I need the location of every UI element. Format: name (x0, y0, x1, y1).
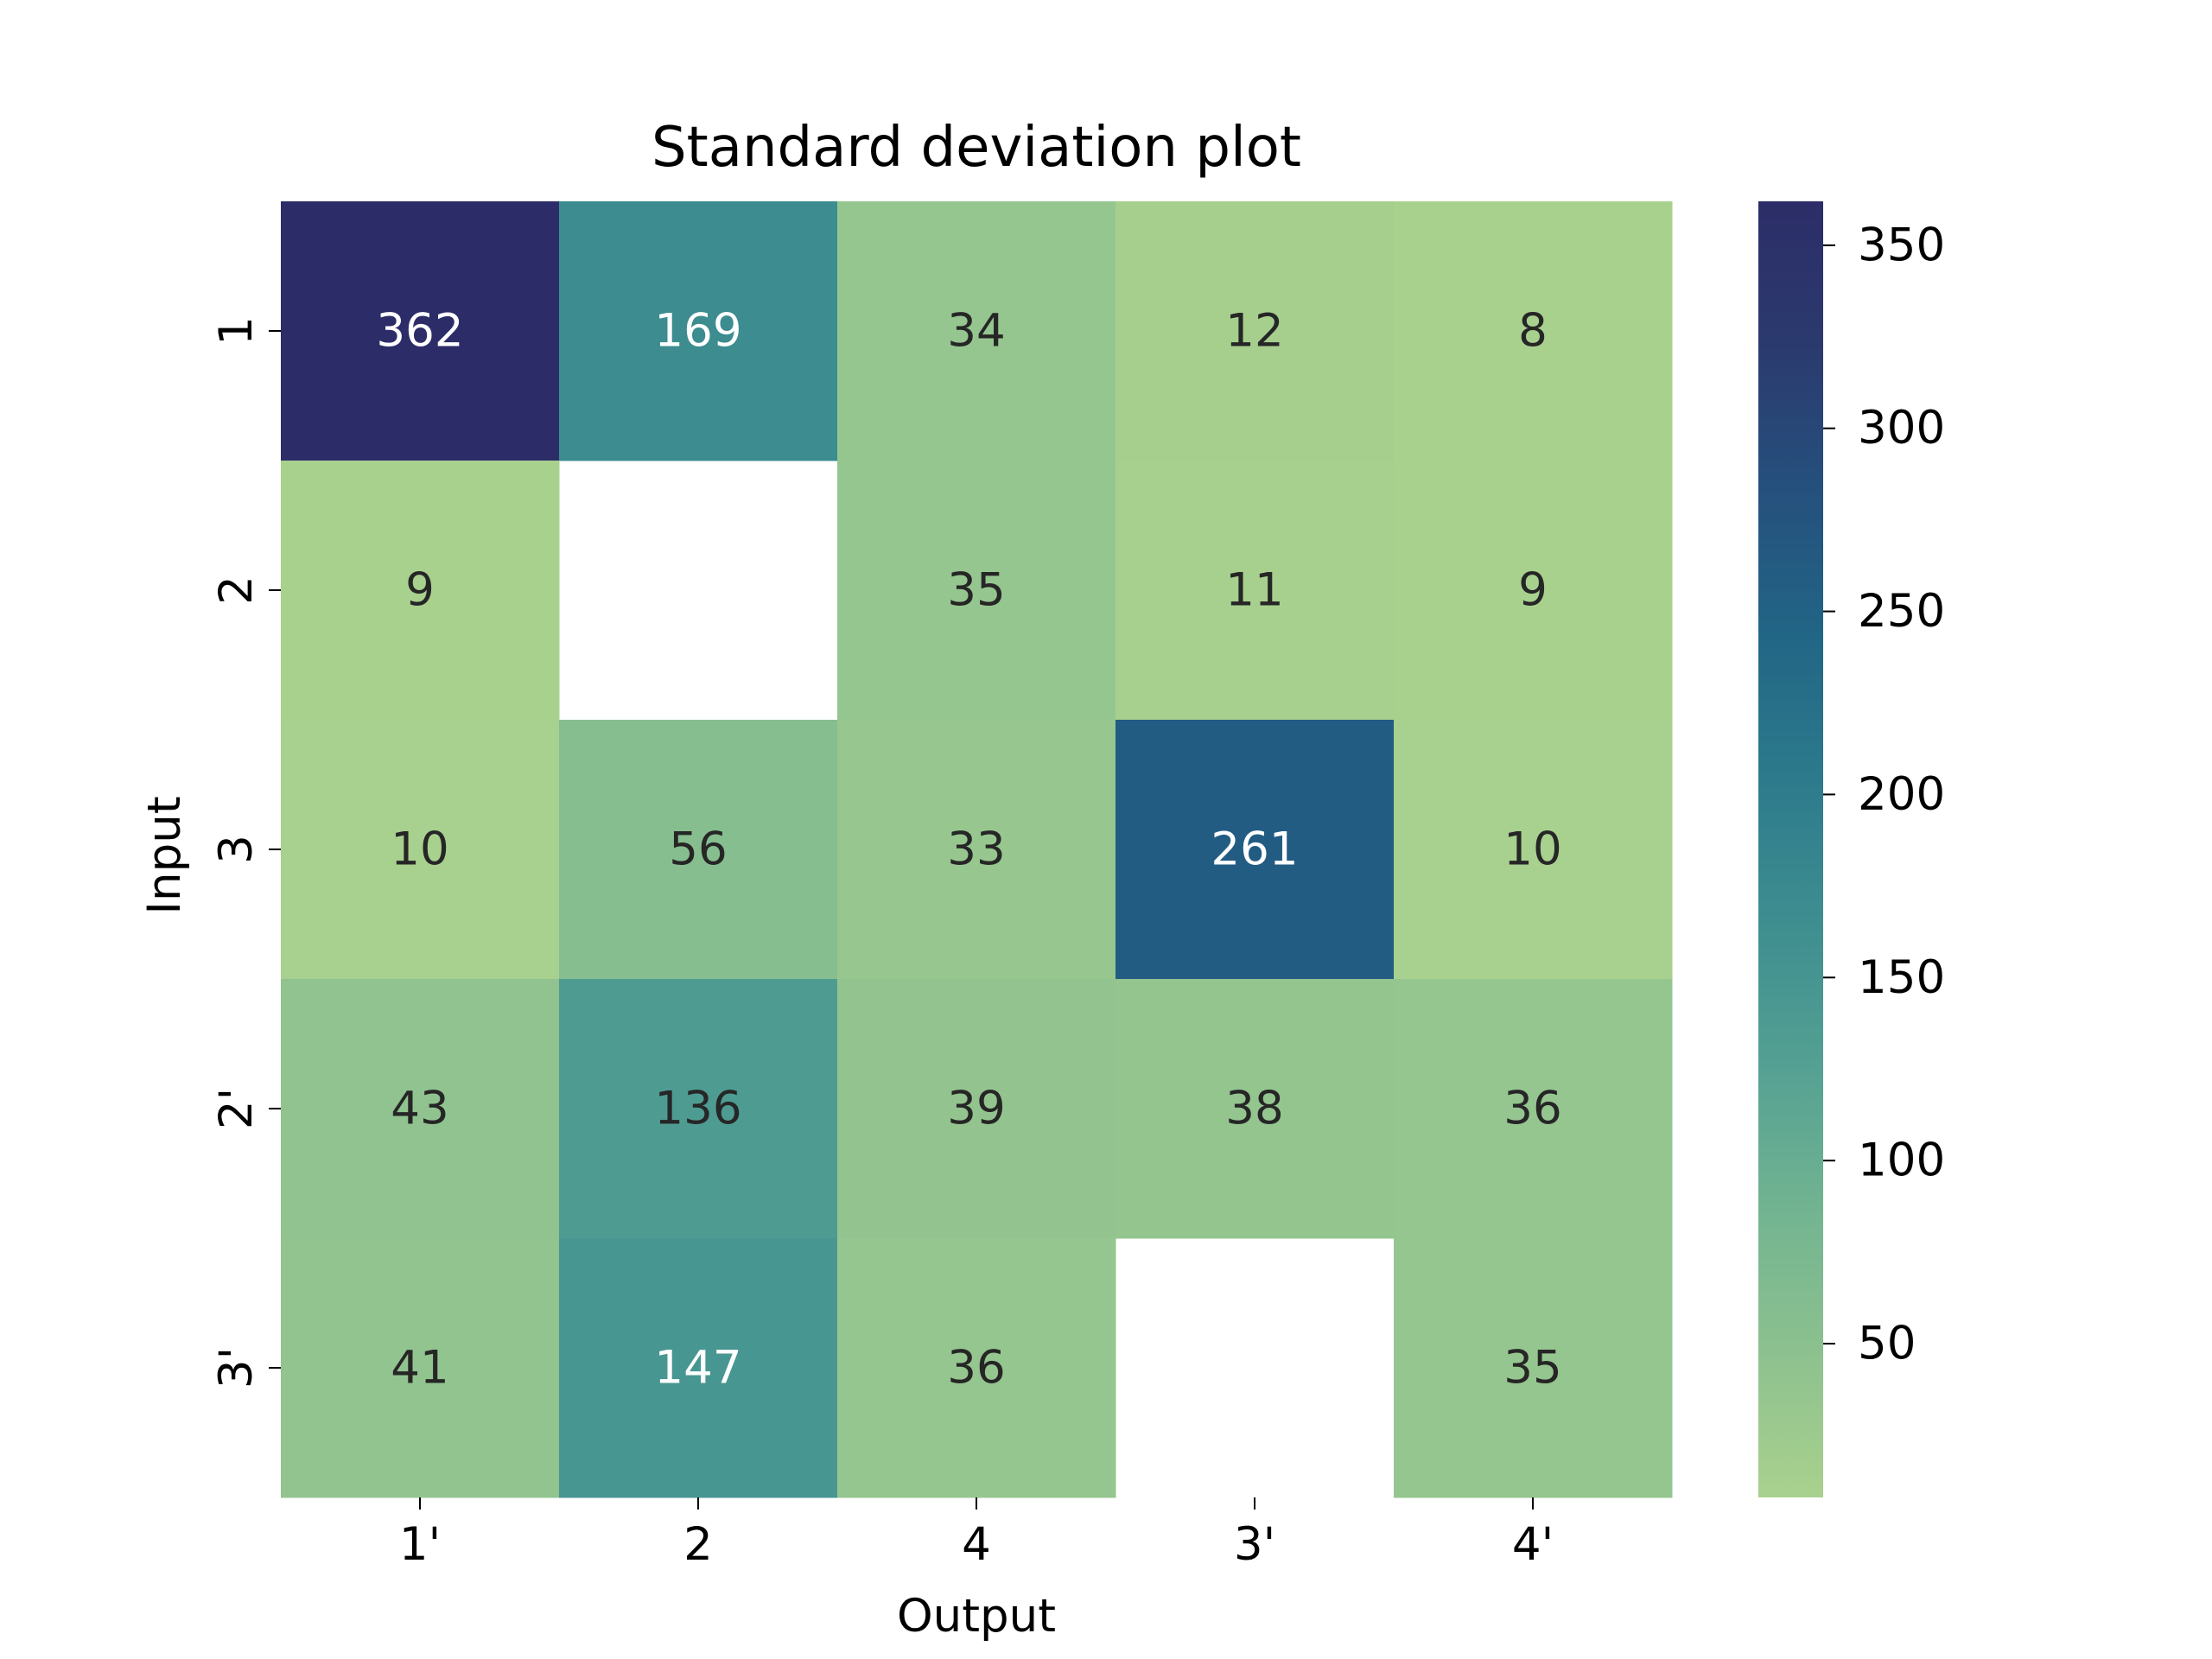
colorbar (1758, 201, 1823, 1497)
heatmap-cell (1116, 461, 1395, 721)
heatmap-cell (1116, 979, 1395, 1239)
heatmap-cell (1394, 461, 1673, 721)
cell-annotation: 147 (654, 1342, 741, 1395)
heatmap-cell (837, 461, 1116, 721)
cell-annotation: 10 (1503, 823, 1561, 876)
y-tick-label: 3 (210, 835, 263, 864)
cell-annotation: 12 (1225, 305, 1283, 358)
heatmap-cell (281, 979, 560, 1239)
heatmap-cell (837, 979, 1116, 1239)
heatmap-cell (281, 720, 560, 980)
heatmap-cell (281, 461, 560, 721)
colorbar-tick-label: 50 (1858, 1318, 1916, 1370)
x-tick-label: 1' (399, 1518, 441, 1571)
heatmap-cell (837, 720, 1116, 980)
cell-annotation: 8 (1518, 305, 1548, 358)
cell-annotation: 136 (654, 1083, 741, 1135)
heatmap-cell (559, 1238, 838, 1498)
y-tick-label: 2 (210, 575, 263, 605)
colorbar-ticks: 50 100 150 200 250 300 350 (1823, 219, 1945, 1370)
heatmap-cell (837, 201, 1116, 461)
colorbar-tick-label: 350 (1858, 219, 1945, 271)
cell-annotation: 43 (391, 1083, 448, 1135)
heatmap-cell (1394, 201, 1673, 461)
heatmap-cell (559, 979, 838, 1239)
cell-annotation: 36 (947, 1342, 1005, 1395)
cell-annotation: 261 (1211, 823, 1298, 876)
cell-annotation: 362 (376, 305, 463, 358)
cell-annotation: 38 (1225, 1083, 1283, 1135)
x-axis-ticks: 1' 2 4 3' 4' (399, 1497, 1554, 1571)
cell-annotations: 362 169 34 12 8 9 35 11 9 10 56 33 261 10 43 136 39 38 36 4… (376, 305, 1561, 1395)
x-tick-label: 3' (1234, 1518, 1275, 1571)
cell-annotation: 34 (947, 305, 1005, 358)
y-axis-ticks: 1 2 3 2' 3' (210, 316, 281, 1389)
heatmap-cell (1116, 720, 1395, 980)
heatmap-cell (1394, 1238, 1673, 1498)
colorbar-tick-label: 200 (1858, 768, 1945, 821)
y-tick-label: 1 (210, 316, 263, 346)
x-tick-label: 2 (683, 1518, 713, 1571)
heatmap-cells (281, 201, 1673, 1498)
heatmap-cell (1394, 979, 1673, 1239)
x-tick-label: 4' (1512, 1518, 1554, 1571)
chart-title: Standard deviation plot (652, 116, 1301, 180)
heatmap-cell (281, 1238, 560, 1498)
y-tick-label: 3' (210, 1347, 263, 1389)
cell-annotation: 9 (405, 564, 435, 617)
cell-annotation: 11 (1225, 564, 1283, 617)
x-tick-label: 4 (962, 1518, 991, 1571)
x-axis-label: Output (897, 1590, 1056, 1643)
cell-annotation: 41 (391, 1342, 448, 1395)
cell-annotation: 35 (1503, 1342, 1561, 1395)
y-axis-label: Input (138, 796, 191, 914)
cell-annotation: 56 (669, 823, 727, 876)
heatmap-cell (559, 720, 838, 980)
y-tick-label: 2' (210, 1088, 263, 1129)
cell-annotation: 33 (947, 823, 1005, 876)
colorbar-tick-label: 250 (1858, 585, 1945, 638)
cell-annotation: 35 (947, 564, 1005, 617)
cell-annotation: 9 (1518, 564, 1548, 617)
heatmap-cell (1394, 720, 1673, 980)
colorbar-tick-label: 300 (1858, 402, 1945, 454)
cell-annotation: 36 (1503, 1083, 1561, 1135)
heatmap-cell (837, 1238, 1116, 1498)
cell-annotation: 169 (654, 305, 741, 358)
heatmap-cell (1116, 201, 1395, 461)
colorbar-tick-label: 150 (1858, 951, 1945, 1004)
heatmap-cell (281, 201, 560, 461)
colorbar-tick-label: 100 (1858, 1135, 1945, 1187)
heatmap-cell (559, 201, 838, 461)
cell-annotation: 39 (947, 1083, 1005, 1135)
cell-annotation: 10 (391, 823, 448, 876)
